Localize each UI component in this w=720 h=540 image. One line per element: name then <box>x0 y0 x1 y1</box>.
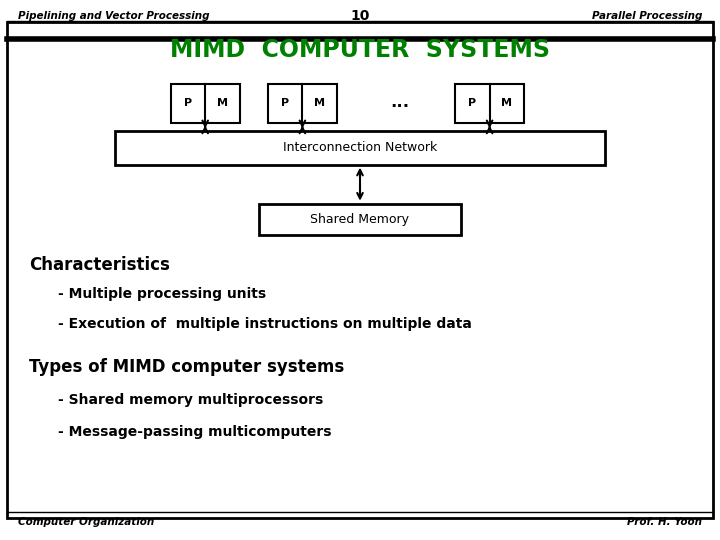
Text: M: M <box>217 98 228 108</box>
Text: - Shared memory multiprocessors: - Shared memory multiprocessors <box>58 393 323 407</box>
Text: - Message-passing multicomputers: - Message-passing multicomputers <box>58 425 331 439</box>
Text: MIMD  COMPUTER  SYSTEMS: MIMD COMPUTER SYSTEMS <box>170 38 550 62</box>
Text: Shared Memory: Shared Memory <box>310 213 410 226</box>
Text: Pipelining and Vector Processing: Pipelining and Vector Processing <box>18 11 210 21</box>
Bar <box>171 84 240 123</box>
Text: - Execution of  multiple instructions on multiple data: - Execution of multiple instructions on … <box>58 317 472 331</box>
Text: M: M <box>314 98 325 108</box>
Bar <box>259 204 461 235</box>
Bar <box>268 84 337 123</box>
Bar <box>115 131 605 165</box>
Text: Types of MIMD computer systems: Types of MIMD computer systems <box>29 358 344 376</box>
Text: Characteristics: Characteristics <box>29 255 170 274</box>
Text: M: M <box>501 98 513 108</box>
Text: 10: 10 <box>351 9 369 23</box>
Text: ...: ... <box>390 92 409 111</box>
Text: P: P <box>468 98 477 108</box>
Text: Prof. H. Yoon: Prof. H. Yoon <box>627 517 702 527</box>
Text: Computer Organization: Computer Organization <box>18 517 154 527</box>
Text: Interconnection Network: Interconnection Network <box>283 141 437 154</box>
Text: P: P <box>184 98 192 108</box>
Text: P: P <box>281 98 289 108</box>
Bar <box>455 84 524 123</box>
Text: - Multiple processing units: - Multiple processing units <box>58 287 266 301</box>
Text: Parallel Processing: Parallel Processing <box>592 11 702 21</box>
